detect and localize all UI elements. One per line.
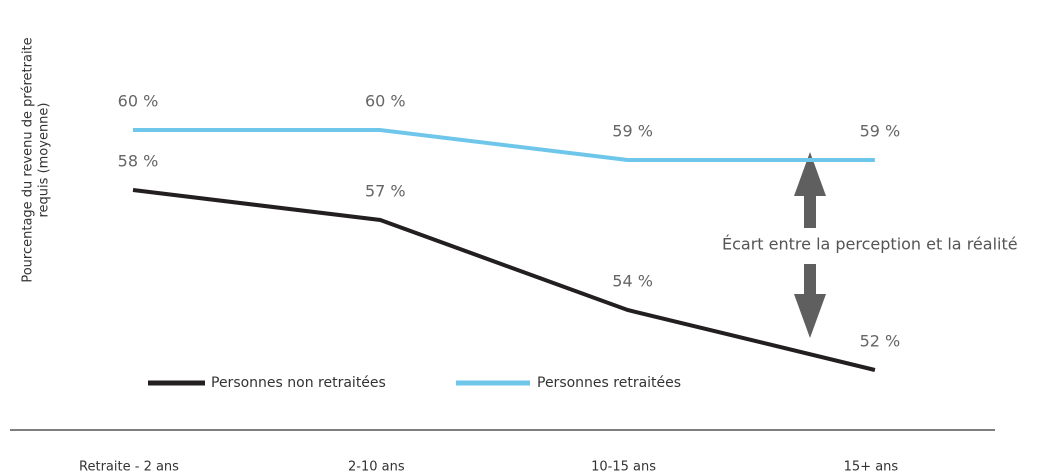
data-label: 59 % [860, 122, 901, 141]
legend-label: Personnes retraitées [537, 375, 681, 391]
series-line [133, 128, 875, 162]
x-tick-label: 15+ ans [844, 460, 899, 475]
x-tick-label: 10-15 ans [591, 460, 656, 475]
y-axis-label: requis (moyenne) [37, 103, 52, 218]
legend-label: Personnes non retraitées [211, 375, 386, 391]
x-tick-label: 2-10 ans [348, 460, 405, 475]
data-label: 60 % [118, 92, 159, 111]
y-axis-label: Pourcentage du revenu de préretraite [21, 37, 36, 282]
data-label: 52 % [860, 332, 901, 351]
data-label: 59 % [612, 122, 653, 141]
x-tick-label: Retraite - 2 ans [79, 460, 179, 475]
data-label: 57 % [365, 182, 406, 201]
data-label: 60 % [365, 92, 406, 111]
data-label: 58 % [118, 152, 159, 171]
data-label: 54 % [612, 272, 653, 291]
series-line [132, 188, 876, 372]
annotation: Écart entre la perception et la réalité [722, 235, 1018, 254]
gap-arrow [794, 152, 826, 338]
